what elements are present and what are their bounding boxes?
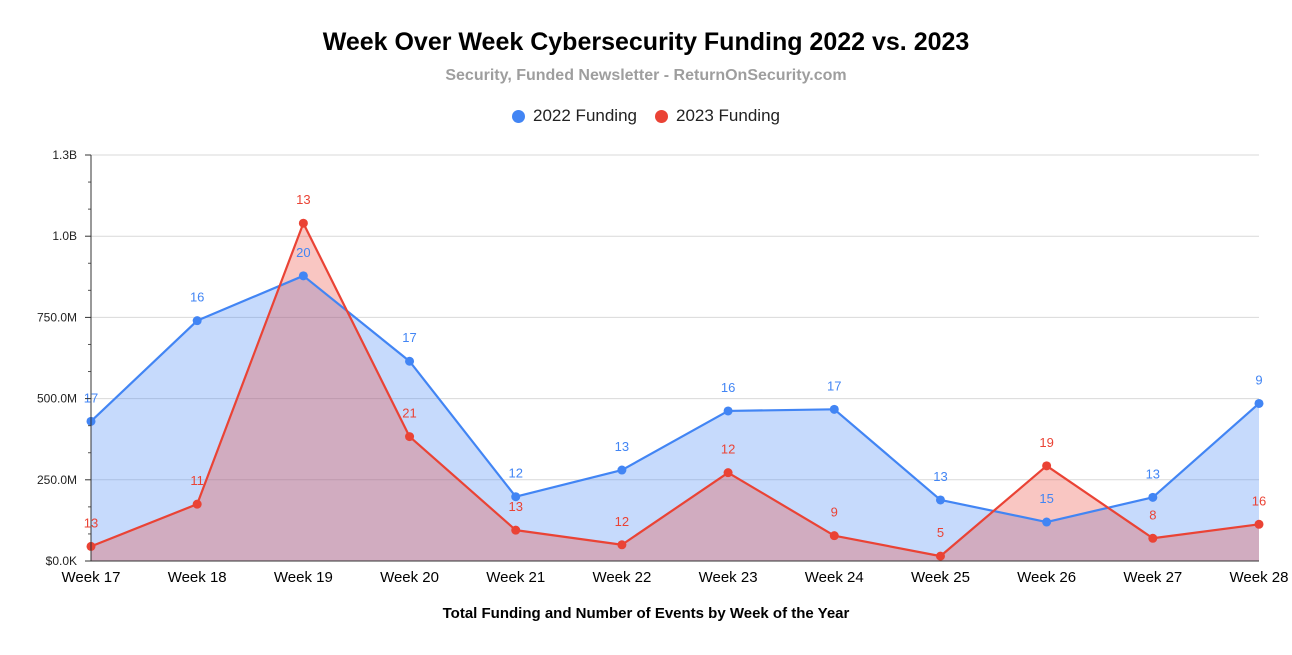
data-label: 13 xyxy=(296,192,310,207)
x-tick-label: Week 22 xyxy=(592,569,651,586)
data-point xyxy=(617,540,627,550)
data-label: 13 xyxy=(508,499,522,514)
data-point xyxy=(1042,461,1052,471)
data-point xyxy=(511,492,521,502)
data-point xyxy=(829,404,839,414)
data-point xyxy=(935,495,945,505)
x-tick-label: Week 18 xyxy=(168,569,227,586)
legend-label-2023: 2023 Funding xyxy=(676,106,780,125)
data-label: 12 xyxy=(721,442,735,457)
data-point xyxy=(298,218,308,228)
y-tick-label: $0.0K xyxy=(46,554,77,568)
data-point xyxy=(1254,398,1264,408)
area-layer xyxy=(91,223,1259,561)
chart-subtitle: Security, Funded Newsletter - ReturnOnSe… xyxy=(445,67,847,84)
x-tick-label: Week 26 xyxy=(1017,569,1076,586)
x-tick-label: Week 25 xyxy=(911,569,970,586)
y-tick-label: 250.0M xyxy=(37,473,77,487)
x-tick-label: Week 17 xyxy=(62,569,121,586)
line-series-1 xyxy=(90,222,1260,558)
data-label: 12 xyxy=(508,466,522,481)
point-layer xyxy=(86,218,1264,561)
y-tick-label: 1.3B xyxy=(52,148,77,162)
legend-item-2022[interactable]: 2022 Funding xyxy=(512,106,637,126)
legend-dot-2022 xyxy=(512,109,526,123)
data-label: 12 xyxy=(615,514,629,529)
data-label: 9 xyxy=(831,505,838,520)
data-point xyxy=(723,406,733,416)
y-tick-label: 750.0M xyxy=(37,310,77,324)
x-tick-label: Week 24 xyxy=(805,569,864,586)
area-series-0 xyxy=(91,275,1259,561)
data-point xyxy=(1042,517,1052,527)
line-series-0 xyxy=(90,274,1260,524)
data-point xyxy=(192,499,202,509)
data-label: 21 xyxy=(402,406,416,421)
data-point xyxy=(298,271,308,281)
x-axis-title: Total Funding and Number of Events by We… xyxy=(442,605,850,622)
data-point xyxy=(1254,519,1264,529)
area-series-1 xyxy=(91,223,1259,561)
data-point xyxy=(935,551,945,561)
data-point xyxy=(511,525,521,535)
data-label: 16 xyxy=(190,290,204,305)
chart-title: Week Over Week Cybersecurity Funding 202… xyxy=(322,28,970,56)
data-label: 11 xyxy=(190,473,204,488)
data-label: 13 xyxy=(615,439,629,454)
data-label: 13 xyxy=(933,469,947,484)
data-label: 15 xyxy=(1039,491,1053,506)
x-tick-label: Week 19 xyxy=(274,569,333,586)
data-label: 8 xyxy=(1149,507,1156,522)
data-point xyxy=(405,432,415,442)
x-tick-label: Week 20 xyxy=(380,569,439,586)
data-label: 13 xyxy=(1146,466,1160,481)
data-label: 20 xyxy=(296,245,310,260)
legend-item-2023[interactable]: 2023 Funding xyxy=(655,106,780,126)
y-tick-label: 500.0M xyxy=(37,392,77,406)
data-label: 19 xyxy=(1039,435,1053,450)
data-label: 16 xyxy=(1252,493,1266,508)
data-point xyxy=(723,468,733,478)
x-tick-label: Week 28 xyxy=(1230,569,1289,586)
x-tick-label: Week 23 xyxy=(699,569,758,586)
data-label: 17 xyxy=(402,330,416,345)
x-tick-label: Week 27 xyxy=(1123,569,1182,586)
data-label: 17 xyxy=(827,378,841,393)
axis-layer: $0.0K 250.0M 500.0M 750.0M 1.0B 1.3B Week 17 We… xyxy=(37,148,1289,586)
data-point xyxy=(1148,492,1158,502)
data-point xyxy=(192,316,202,326)
data-label: 5 xyxy=(937,525,944,540)
legend-dot-2023 xyxy=(655,109,668,123)
data-point xyxy=(617,465,627,475)
chart-legend: 2022 Funding 2023 Funding xyxy=(0,106,1292,126)
y-tick-label: 1.0B xyxy=(52,229,77,243)
data-label: 9 xyxy=(1255,372,1262,387)
grid-layer xyxy=(91,154,1259,481)
data-label: 16 xyxy=(721,380,735,395)
legend-label-2022: 2022 Funding xyxy=(533,106,637,125)
data-point xyxy=(405,356,415,366)
data-point xyxy=(829,531,839,541)
line-layer xyxy=(90,222,1260,558)
data-point xyxy=(1148,533,1158,543)
x-tick-label: Week 21 xyxy=(486,569,545,586)
